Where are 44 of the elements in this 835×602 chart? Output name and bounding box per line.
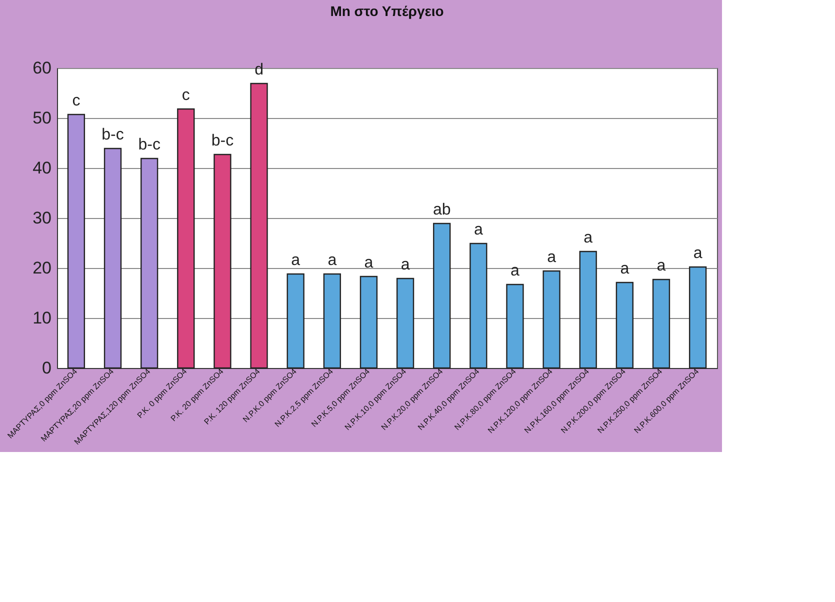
y-tick-label: 60 <box>32 58 52 78</box>
bar <box>470 242 488 369</box>
y-tick-label: 20 <box>32 258 52 278</box>
data-label: a <box>291 252 300 269</box>
data-label: c <box>182 87 190 104</box>
bar <box>214 154 232 369</box>
y-tick-label: 0 <box>42 358 52 378</box>
y-tick-label: 50 <box>32 108 52 128</box>
bar <box>104 148 122 369</box>
data-label: a <box>510 262 520 280</box>
y-tick-label: 30 <box>32 208 52 228</box>
bar <box>140 158 158 369</box>
y-tick-label: 10 <box>32 308 52 328</box>
bar <box>433 222 451 369</box>
data-label: b-c <box>211 132 234 150</box>
bar <box>506 284 524 369</box>
bar <box>67 114 86 369</box>
bar <box>286 273 304 369</box>
bar <box>616 282 634 369</box>
bar <box>323 273 341 369</box>
data-label: a <box>620 260 630 278</box>
data-label: a <box>693 245 702 262</box>
data-label: a <box>364 254 374 272</box>
bar <box>652 278 670 369</box>
data-label: a <box>400 256 410 274</box>
data-label: a <box>584 230 593 246</box>
bar <box>250 82 268 369</box>
data-label: a <box>547 249 556 266</box>
bar <box>688 266 707 369</box>
bar <box>542 270 560 369</box>
data-label: ab <box>432 202 451 218</box>
data-label: b-c <box>138 136 160 154</box>
bar <box>360 276 378 369</box>
data-label: a <box>328 252 337 269</box>
data-label: c <box>72 92 80 110</box>
y-tick-label: 40 <box>32 158 52 178</box>
data-label: d <box>254 62 264 78</box>
bar <box>177 108 195 369</box>
data-label: a <box>656 258 666 274</box>
bar <box>396 278 414 369</box>
chart-title: Mn στο Υπέργειο <box>330 3 444 19</box>
data-label: b-c <box>102 126 124 144</box>
bar <box>579 250 597 369</box>
data-label: a <box>474 222 483 238</box>
